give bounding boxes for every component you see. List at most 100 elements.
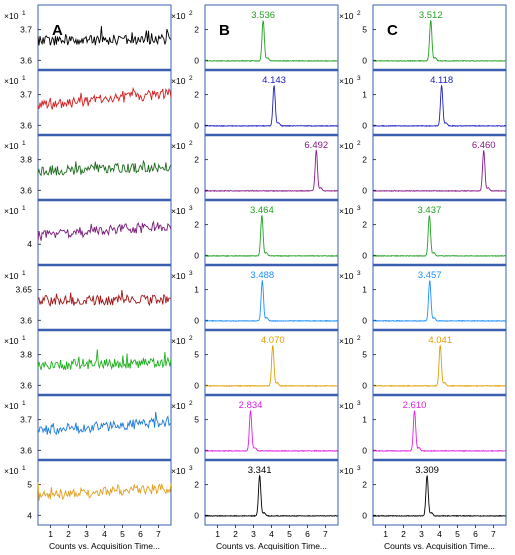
x-tick-label: 4	[437, 529, 442, 539]
y-tick-label: 2	[194, 220, 199, 230]
x-axis-caption: Counts vs. Acquisition Time...	[384, 541, 495, 550]
y-exponent-label: ×10	[339, 141, 354, 151]
y-exponent-label: ×10	[4, 76, 19, 86]
trace-line	[204, 474, 339, 518]
y-tick-label: 3.7	[20, 90, 32, 100]
x-tick-label: 2	[233, 529, 238, 539]
y-exponent-label: ×10	[339, 336, 354, 346]
y-tick-label: 4	[27, 510, 32, 520]
y-exponent-power: 2	[189, 335, 193, 342]
y-tick-label: 2	[362, 220, 367, 230]
y-exponent-label: ×10	[339, 206, 354, 216]
y-tick-label: 0	[194, 55, 199, 65]
peak-label: 3.309	[415, 465, 439, 476]
x-tick-label: 5	[455, 529, 460, 539]
y-tick-label: 3.6	[20, 380, 32, 390]
y-tick-label: 4	[27, 239, 32, 249]
y-exponent-power: 3	[357, 400, 361, 407]
y-exponent-power: 1	[22, 205, 26, 212]
peak-label: 4.118	[430, 75, 453, 86]
y-exponent-label: ×10	[4, 206, 19, 216]
y-tick-label: 5	[194, 415, 199, 425]
trace-line	[37, 86, 172, 110]
trace-line	[372, 19, 507, 63]
peak-label: 2.834	[239, 400, 263, 411]
y-tick-label: 2	[194, 90, 199, 100]
y-exponent-power: 3	[357, 465, 361, 472]
y-exponent-label: ×10	[4, 401, 19, 411]
trace-line	[372, 149, 507, 193]
trace-line	[372, 84, 507, 127]
y-tick-label: 3.8	[20, 155, 32, 165]
x-tick-label: 5	[120, 529, 125, 539]
y-exponent-power: 3	[189, 465, 193, 472]
y-exponent-label: ×10	[339, 466, 354, 476]
x-tick-label: 3	[419, 529, 424, 539]
y-tick-label: 0	[362, 120, 367, 130]
trace-line	[204, 20, 339, 63]
peak-label: 3.437	[417, 205, 441, 216]
y-tick-label: 5	[194, 350, 199, 360]
peak-label: 3.488	[250, 270, 274, 281]
x-tick-label: 5	[287, 529, 292, 539]
x-tick-label: 4	[102, 529, 107, 539]
y-exponent-label: ×10	[4, 336, 19, 346]
y-exponent-power: 2	[357, 10, 361, 17]
peak-label: 3.457	[418, 270, 442, 281]
x-tick-label: 2	[66, 529, 71, 539]
y-exponent-label: ×10	[171, 336, 186, 346]
trace-line	[204, 280, 339, 323]
trace-line	[37, 289, 172, 307]
y-tick-label: 2	[362, 480, 367, 490]
y-exponent-power: 1	[22, 400, 26, 407]
peak-label: 3.512	[419, 10, 443, 21]
trace-line	[372, 344, 507, 388]
trace-line	[37, 26, 172, 46]
x-tick-label: 4	[269, 529, 274, 539]
x-tick-label: 3	[84, 529, 89, 539]
y-tick-label: 0	[194, 315, 199, 325]
peak-label: 3.464	[250, 205, 274, 216]
y-tick-label: 3.6	[20, 185, 32, 195]
trace-line	[372, 410, 507, 453]
y-tick-label: 0	[194, 250, 199, 260]
y-exponent-label: ×10	[4, 271, 19, 281]
y-tick-label: 1	[362, 415, 367, 425]
x-tick-label: 6	[305, 529, 310, 539]
y-exponent-power: 1	[22, 10, 26, 17]
peak-label: 2.610	[403, 400, 427, 411]
y-tick-label: 2	[194, 25, 199, 35]
trace-line	[204, 214, 339, 258]
y-tick-label: 2	[362, 155, 367, 165]
y-tick-label: 1	[194, 285, 199, 295]
trace-line	[37, 482, 172, 501]
y-exponent-label: ×10	[339, 76, 354, 86]
trace-line	[204, 85, 339, 128]
peak-label: 6.492	[304, 140, 328, 151]
peak-label: 4.041	[428, 335, 452, 346]
y-tick-label: 2	[194, 480, 199, 490]
y-exponent-power: 2	[357, 140, 361, 147]
y-exponent-label: ×10	[339, 401, 354, 411]
x-tick-label: 3	[251, 529, 256, 539]
y-exponent-label: ×10	[171, 271, 186, 281]
y-exponent-power: 3	[357, 205, 361, 212]
y-exponent-label: ×10	[4, 11, 19, 21]
y-exponent-power: 2	[189, 10, 193, 17]
x-tick-label: 1	[215, 529, 220, 539]
x-tick-label: 7	[156, 529, 161, 539]
y-exponent-power: 3	[189, 205, 193, 212]
panel-label: B	[219, 22, 230, 39]
trace-line	[204, 344, 338, 388]
y-exponent-label: ×10	[339, 271, 354, 281]
y-exponent-power: 3	[357, 75, 361, 82]
x-tick-label: 2	[401, 529, 406, 539]
peak-label: 4.143	[262, 75, 286, 86]
panel-label: A	[52, 22, 63, 39]
y-tick-label: 0	[362, 510, 367, 520]
y-exponent-label: ×10	[4, 141, 19, 151]
y-tick-label: 3.7	[20, 25, 32, 35]
y-exponent-label: ×10	[171, 141, 186, 151]
